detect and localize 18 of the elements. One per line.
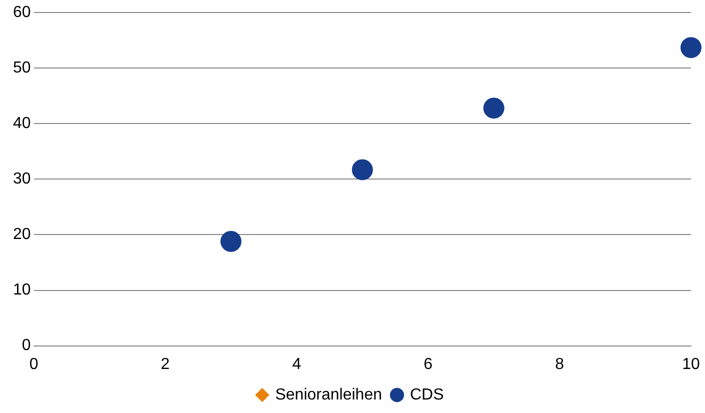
legend-label: CDS	[410, 386, 444, 404]
point	[352, 159, 373, 180]
y-tick-label: 50	[13, 60, 31, 77]
y-tick-label: 0	[22, 337, 31, 354]
point	[220, 230, 242, 252]
point	[680, 37, 702, 58]
x-tick-label: 10	[682, 356, 700, 373]
y-tick-label: 20	[13, 226, 31, 244]
legend-label: Senioranleihen	[275, 386, 382, 404]
point	[483, 98, 504, 119]
x-tick-label: 6	[424, 356, 433, 373]
y-tick-label: 10	[13, 282, 31, 299]
y-tick-label: 30	[13, 170, 31, 188]
x-tick-label: 2	[160, 356, 170, 373]
y-tick-label: 40	[13, 115, 31, 132]
x-tick-label: 4	[292, 356, 302, 373]
x-tick-label: 8	[555, 356, 564, 373]
y-tick-label: 60	[13, 4, 31, 22]
